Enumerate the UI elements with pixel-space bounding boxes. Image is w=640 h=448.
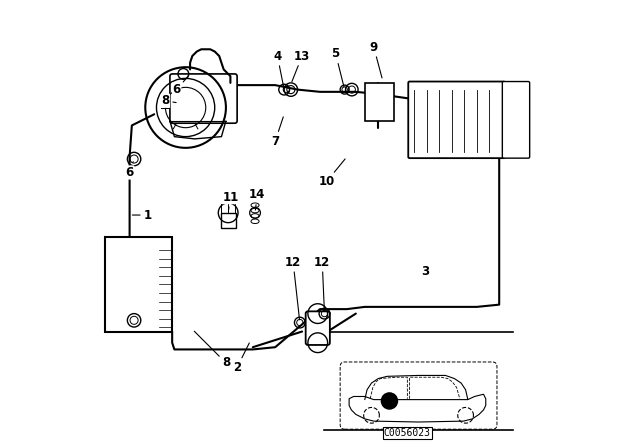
- Text: 11: 11: [222, 190, 239, 210]
- Text: 10: 10: [319, 159, 345, 188]
- Text: 1: 1: [132, 208, 152, 222]
- Text: C0056023: C0056023: [384, 428, 431, 438]
- FancyBboxPatch shape: [502, 82, 530, 158]
- Circle shape: [381, 393, 397, 409]
- Text: 6: 6: [125, 162, 134, 179]
- FancyBboxPatch shape: [306, 311, 330, 345]
- FancyBboxPatch shape: [221, 213, 236, 228]
- Text: 14: 14: [249, 188, 266, 210]
- Text: 6: 6: [173, 76, 188, 96]
- Text: 13: 13: [292, 49, 310, 82]
- Text: 4: 4: [273, 49, 284, 87]
- Text: 12: 12: [314, 255, 330, 311]
- Text: 3: 3: [421, 264, 429, 278]
- Text: 5: 5: [332, 47, 344, 87]
- Polygon shape: [349, 394, 486, 422]
- Text: 9: 9: [370, 40, 382, 78]
- Text: 2: 2: [233, 343, 250, 374]
- Text: 7: 7: [271, 117, 284, 148]
- Text: 8: 8: [195, 331, 230, 370]
- FancyBboxPatch shape: [105, 237, 172, 332]
- FancyBboxPatch shape: [170, 74, 237, 123]
- Text: 12: 12: [285, 255, 301, 320]
- FancyBboxPatch shape: [365, 83, 394, 121]
- FancyBboxPatch shape: [408, 82, 505, 158]
- Text: 8: 8: [161, 94, 176, 108]
